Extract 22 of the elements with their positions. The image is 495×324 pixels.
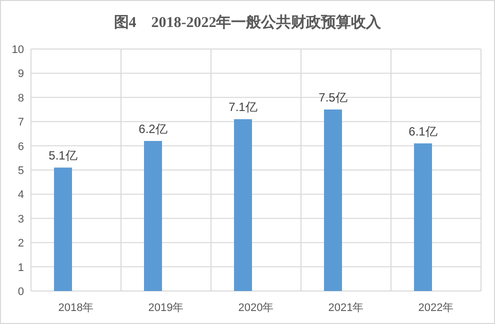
xtick: 2018年 <box>58 302 94 314</box>
title: 图4 2018-2022年一般公共财政预算收入 <box>114 15 382 31</box>
data-label: 7.5亿 <box>318 90 348 104</box>
ytick: 1 <box>18 262 24 274</box>
xtick: 2019年 <box>148 302 184 314</box>
xtick: 2020年 <box>238 302 274 314</box>
data-label: 7.1亿 <box>228 100 258 114</box>
ytick: 7 <box>18 116 24 129</box>
ytick: 2 <box>18 238 24 250</box>
ytick: 5 <box>18 165 24 177</box>
ytick: 8 <box>18 92 24 104</box>
ytick: 6 <box>18 140 24 153</box>
data-label: 5.1亿 <box>48 148 78 163</box>
data-label: 6.2亿 <box>138 122 168 136</box>
data-label: 6.1亿 <box>408 124 438 138</box>
xtick: 2022年 <box>418 302 454 314</box>
ytick: 3 <box>18 213 24 226</box>
ytick: 9 <box>18 68 24 80</box>
xtick: 2021年 <box>328 302 364 314</box>
ytick: 0 <box>18 286 24 298</box>
ytick: 4 <box>18 189 24 202</box>
ytick: 10 <box>12 44 24 56</box>
